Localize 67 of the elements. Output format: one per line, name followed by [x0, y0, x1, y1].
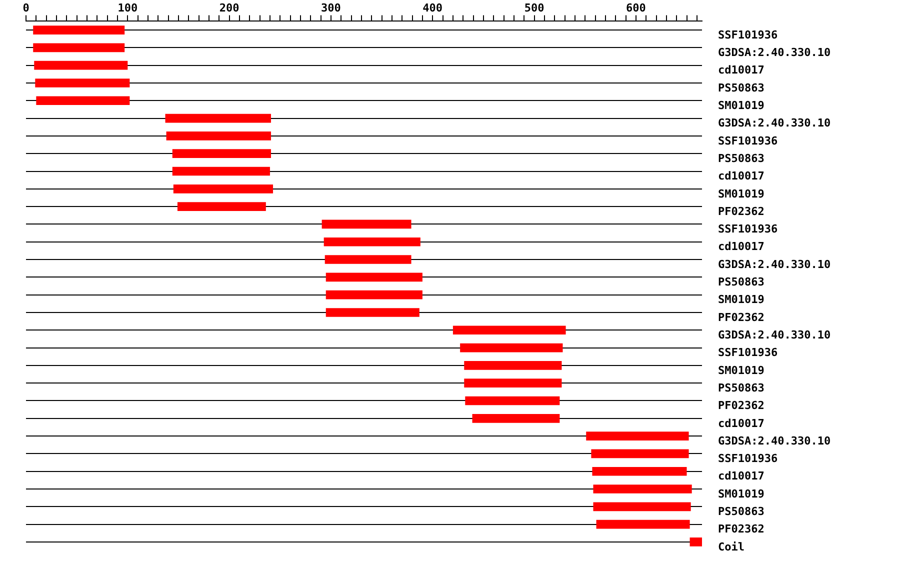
x-tick-label: 0	[22, 1, 30, 14]
y-tick-label: PS50863	[718, 505, 764, 518]
y-tick-label: SM01019	[718, 187, 764, 200]
bar	[592, 466, 687, 476]
bar	[177, 202, 266, 211]
y-tick-label: SSF101936	[718, 346, 778, 360]
y-tick-label: PF02362	[718, 399, 764, 412]
bar	[324, 237, 420, 246]
y-tick-label: cd10017	[718, 64, 764, 77]
x-tick-label: 400	[422, 1, 443, 14]
y-tick-label: SSF101936	[718, 452, 778, 466]
bar	[591, 449, 689, 458]
y-tick-label: SM01019	[718, 99, 764, 112]
bar	[465, 396, 560, 406]
x-tick-label: 100	[118, 1, 138, 14]
bar	[326, 290, 422, 300]
bar	[33, 26, 125, 34]
y-tick-label: G3DSA:2.40.330.10	[718, 328, 831, 342]
x-tick-label: 600	[626, 1, 646, 14]
y-tick-label: SSF101936	[718, 134, 778, 148]
y-tick-label: SSF101936	[718, 28, 778, 42]
y-tick-label: G3DSA:2.40.330.10	[718, 116, 831, 130]
bar	[593, 484, 692, 494]
x-tick-label: 500	[524, 1, 544, 14]
y-tick-label: cd10017	[718, 470, 764, 483]
y-tick-label: G3DSA:2.40.330.10	[718, 434, 831, 448]
y-tick-label: PF02362	[718, 522, 764, 536]
bar	[166, 132, 271, 140]
y-tick-label: PS50863	[718, 276, 764, 289]
y-tick-label: SSF101936	[718, 222, 778, 236]
bar	[326, 308, 420, 317]
bar	[586, 432, 689, 440]
bar	[173, 184, 274, 194]
bar	[690, 538, 702, 546]
bar	[452, 326, 566, 335]
bar	[33, 43, 125, 52]
bar	[35, 78, 130, 88]
y-tick-label: G3DSA:2.40.330.10	[718, 258, 831, 271]
bar	[326, 272, 422, 282]
y-tick-label: G3DSA:2.40.330.10	[718, 46, 831, 60]
bar	[596, 520, 690, 529]
bar	[593, 502, 691, 512]
y-tick-label: PS50863	[718, 81, 764, 94]
y-tick-label: PS50863	[718, 381, 764, 394]
y-tick-label: SM01019	[718, 293, 764, 306]
bar	[172, 166, 270, 176]
bar	[172, 149, 271, 158]
bar	[472, 414, 560, 423]
bar	[165, 114, 271, 123]
bar	[460, 343, 563, 352]
bar	[464, 361, 562, 370]
bar	[324, 255, 412, 264]
y-tick-label: Coil	[718, 540, 744, 554]
bar	[36, 96, 130, 106]
y-tick-label: SM01019	[718, 487, 764, 500]
bar	[34, 60, 128, 70]
y-tick-label: cd10017	[718, 170, 764, 183]
x-tick-label: 200	[219, 1, 240, 14]
y-tick-label: cd10017	[718, 240, 764, 254]
y-tick-label: cd10017	[718, 416, 764, 430]
y-tick-label: PF02362	[718, 204, 764, 218]
y-tick-label: SM01019	[718, 364, 764, 377]
bar	[464, 378, 562, 388]
x-tick-label: 300	[321, 1, 341, 14]
bar	[322, 220, 412, 229]
y-tick-label: PS50863	[718, 152, 764, 165]
y-tick-label: PF02362	[718, 310, 764, 324]
